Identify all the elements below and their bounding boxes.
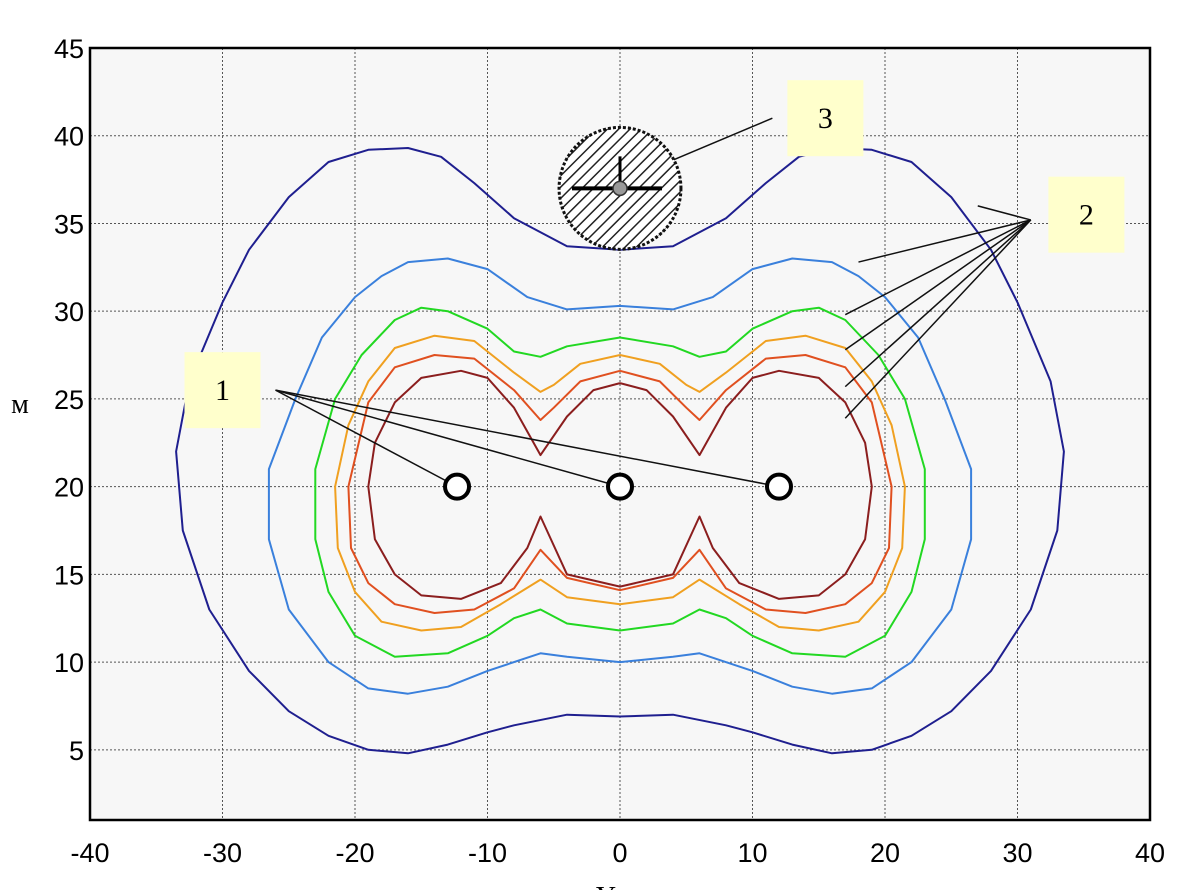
markers [443, 125, 793, 501]
callout-label-2: 2 [1079, 199, 1094, 232]
x-tick-label: -10 [468, 838, 507, 868]
callout-box-3 [787, 80, 864, 157]
callout-box-1 [184, 352, 261, 429]
source-point-2 [606, 472, 634, 501]
receiver-center [612, 180, 628, 197]
y-tick-label: 10 [54, 648, 84, 678]
callout-leader-1 [275, 389, 780, 488]
contour-line-4 [334, 334, 906, 632]
y-tick-label: 20 [54, 473, 84, 503]
y-tick-label: 40 [54, 122, 84, 152]
callout-leader-1 [275, 389, 621, 488]
contour-line-2 [267, 257, 973, 695]
x-tick-label: 40 [1135, 838, 1165, 868]
y-tick-label: 45 [54, 34, 84, 64]
y-tick-label: 25 [54, 385, 84, 415]
y-tick-label: 5 [69, 736, 84, 766]
callout-leader-2 [977, 205, 1031, 221]
contour-line-5 [347, 354, 893, 614]
source-point-1 [443, 472, 472, 501]
x-tick-label: 20 [870, 838, 900, 868]
contour-line-3 [314, 306, 926, 658]
x-tick-label: 30 [1002, 838, 1032, 868]
contour-lines [175, 147, 1065, 755]
y-tick-label: 15 [54, 560, 84, 590]
callout-leader-2 [844, 219, 1032, 351]
plot-frame [88, 46, 1152, 822]
callout-label-1: 1 [215, 374, 230, 407]
callout-box-2 [1048, 176, 1125, 253]
y-tick-label: 35 [54, 209, 84, 239]
callout-leader-2 [844, 219, 1032, 316]
x-tick-label: -40 [70, 838, 109, 868]
x-tick-label: -20 [335, 838, 374, 868]
callout-leader-2 [844, 219, 1032, 419]
callout-boxes: 1 2 3 [184, 80, 1125, 429]
source-point-3 [765, 472, 793, 501]
y-axis-label: м [11, 389, 29, 420]
x-tick-label: -30 [203, 838, 242, 868]
y-tick-label: 30 [54, 297, 84, 327]
callout-label-3: 3 [818, 102, 833, 135]
contour-line-1 [175, 147, 1065, 755]
x-tick-label: 0 [612, 838, 627, 868]
contour-line-6 [367, 369, 873, 600]
callout-leader-2 [858, 219, 1031, 263]
callout-leader-1 [275, 389, 458, 488]
callout-leader-2 [844, 219, 1032, 388]
x-tick-label: 10 [737, 838, 767, 868]
tick-labels: -40 -30 -20 -10 0 10 20 30 40 5 10 15 20 25 30 35 40 45 [54, 34, 1165, 868]
x-axis-label: Y, м [596, 882, 645, 890]
